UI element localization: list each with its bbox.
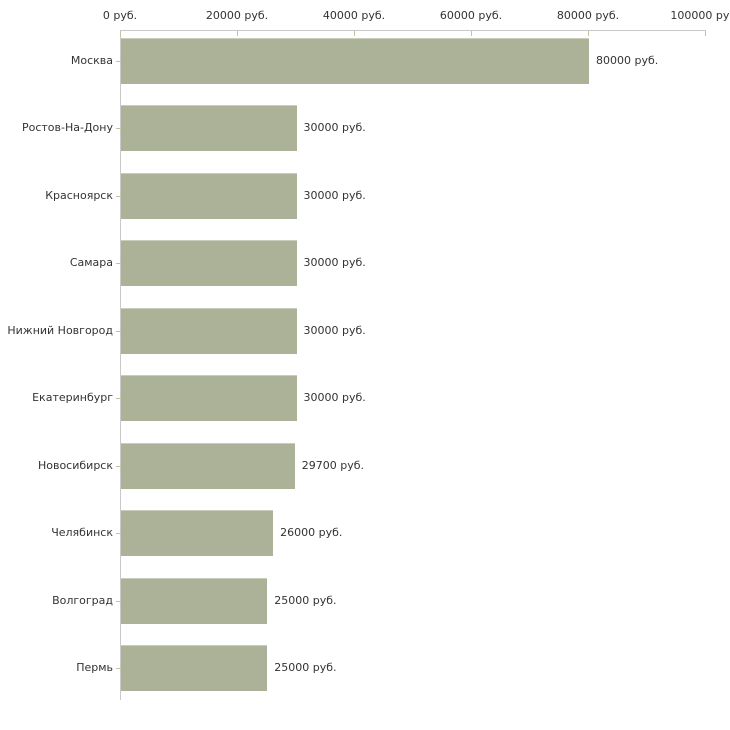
bar	[121, 577, 268, 624]
x-axis-tick-mark	[471, 31, 472, 36]
bar	[121, 645, 268, 691]
category-label: Новосибирск	[37, 458, 113, 472]
category-tick-mark	[116, 668, 121, 669]
category-tick-mark	[116, 60, 121, 62]
category-label: Красноярск	[45, 188, 113, 202]
x-axis-line	[120, 30, 706, 31]
value-label: 30000 руб.	[303, 188, 366, 202]
x-axis-tick-mark	[588, 31, 589, 36]
category-tick-mark	[116, 398, 121, 399]
x-axis-tick-label: 40000 руб.	[322, 9, 386, 22]
category-label: Волгоград	[52, 593, 113, 607]
value-label: 80000 руб.	[596, 53, 659, 67]
x-axis-tick-mark	[705, 31, 706, 36]
category-tick-mark	[116, 195, 121, 197]
value-label: 26000 руб.	[280, 526, 343, 539]
bar	[121, 442, 295, 489]
bar	[121, 510, 274, 556]
bar	[121, 375, 297, 421]
x-axis-tick-label: 60000 руб.	[439, 9, 503, 22]
category-label: Пермь	[76, 661, 113, 674]
category-tick-mark	[116, 600, 121, 602]
category-label: Екатеринбург	[32, 391, 113, 404]
x-axis-tick-label: 20000 руб.	[205, 9, 269, 22]
x-axis-tick-label: 0 руб.	[102, 9, 138, 22]
bar	[121, 105, 297, 151]
bar	[121, 240, 297, 286]
bar	[121, 172, 297, 219]
category-tick-mark	[116, 263, 121, 264]
y-axis-line	[120, 30, 121, 700]
value-label: 30000 руб.	[303, 391, 366, 404]
category-label: Нижний Новгород	[7, 323, 113, 337]
x-axis-tick-mark	[120, 31, 121, 36]
bar	[121, 307, 297, 354]
x-axis-tick-mark	[237, 31, 238, 36]
category-tick-mark	[116, 330, 121, 332]
value-label: 25000 руб.	[274, 661, 337, 674]
value-label: 30000 руб.	[303, 323, 366, 337]
category-label: Ростов-На-Дону	[21, 121, 113, 134]
x-axis-tick-label: 80000 руб.	[556, 9, 620, 22]
x-axis-tick-mark	[354, 31, 355, 36]
category-tick-mark	[116, 128, 121, 129]
value-label: 30000 руб.	[303, 121, 366, 134]
category-label: Самара	[69, 256, 113, 269]
value-label: 25000 руб.	[274, 593, 337, 607]
category-tick-mark	[116, 465, 121, 467]
x-axis-tick-label: 100000 руб.	[670, 9, 730, 22]
value-label: 30000 руб.	[303, 256, 366, 269]
bar	[121, 37, 589, 84]
category-label: Москва	[70, 53, 113, 67]
category-label: Челябинск	[51, 526, 113, 539]
category-tick-mark	[116, 533, 121, 534]
value-label: 29700 руб.	[301, 458, 364, 472]
